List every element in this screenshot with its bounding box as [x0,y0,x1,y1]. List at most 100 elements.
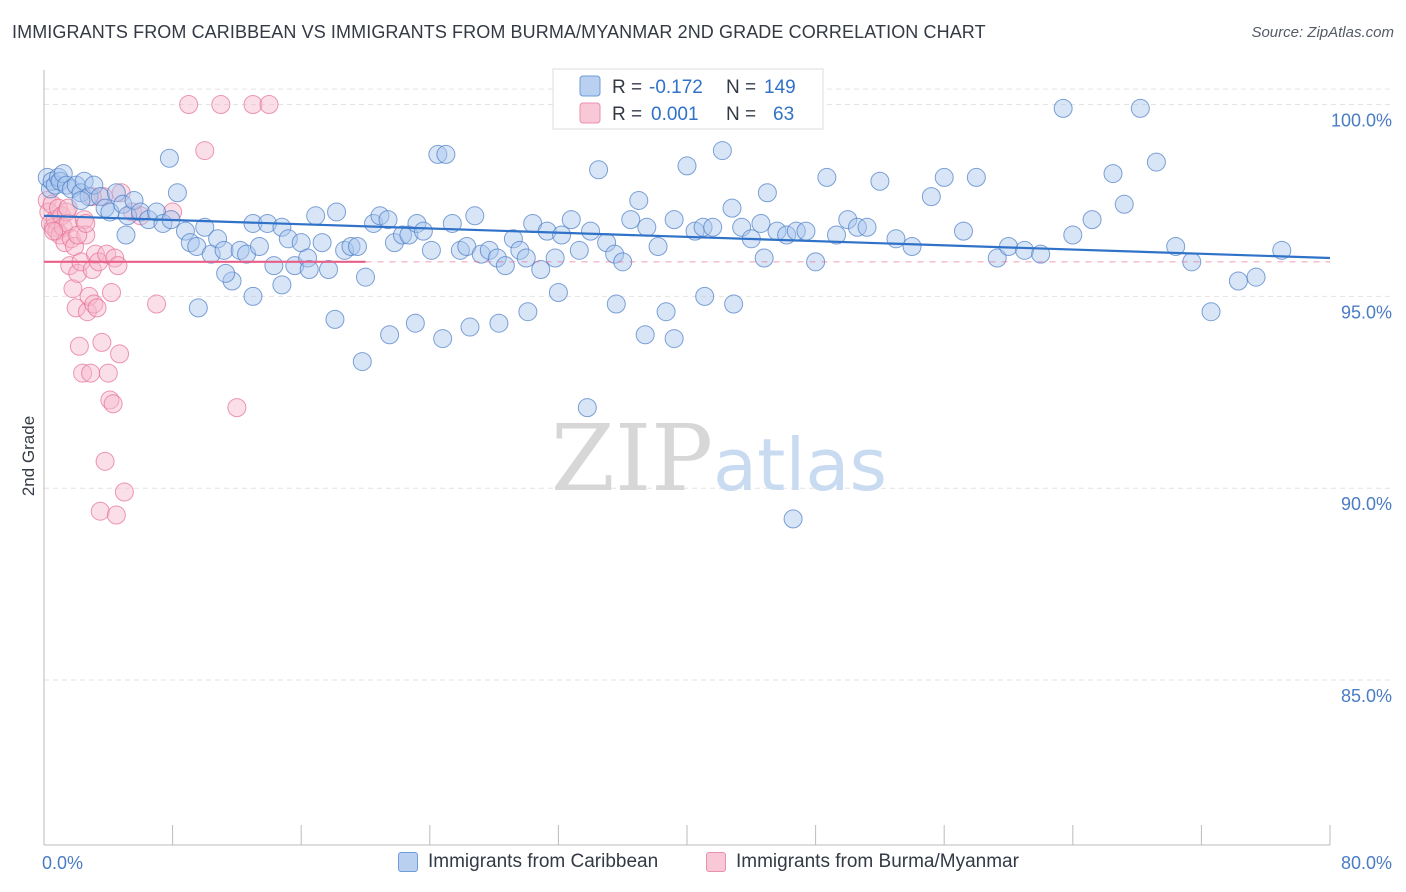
caribbean-point-49 [327,202,347,222]
caribbean-point-140 [159,148,179,168]
legend-swatch-burma [579,102,601,124]
burma-point-27 [81,363,101,383]
legend-item-burma[interactable]: Immigrants from Burma/Myanmar [706,851,1019,873]
legend-n-value-burma: 63 [773,104,794,125]
caribbean-point-129 [1114,194,1134,214]
caribbean-point-79 [545,248,565,268]
caribbean-point-141 [188,298,208,318]
caribbean-point-64 [436,144,456,164]
legend-n-label-caribbean: N = [726,77,756,98]
burma-point-34 [92,332,112,352]
caribbean-point-72 [495,256,515,276]
burma-point-20 [69,336,89,356]
burma-point-30 [85,244,105,264]
caribbean-point-96 [693,217,713,237]
caribbean-point-110 [826,225,846,245]
caribbean-point-142 [216,263,236,283]
caribbean-point-11 [74,171,94,191]
caribbean-point-146 [325,309,345,329]
caribbean-point-150 [433,329,453,349]
caribbean-point-125 [1053,98,1073,118]
burma-point-45 [110,344,130,364]
watermark-atlas: atlas [713,423,887,507]
burma-point-58 [227,398,247,418]
legend-swatch-caribbean [579,75,601,97]
caribbean-point-38 [249,236,269,256]
legend-item-caribbean[interactable]: Immigrants from Caribbean [398,851,658,873]
caribbean-point-156 [606,294,626,314]
caribbean-point-114 [870,171,890,191]
caribbean-point-48 [319,260,339,280]
caribbean-point-81 [561,210,581,230]
burma-point-29 [84,294,104,314]
caribbean-point-14 [90,187,110,207]
caribbean-point-62 [421,240,441,260]
series-legend: Immigrants from Caribbean Immigrants fro… [0,851,1406,879]
source-credit: Source: ZipAtlas.com [1251,24,1394,41]
caribbean-point-40 [264,256,284,276]
caribbean-point-99 [722,198,742,218]
caribbean-point-13 [84,175,104,195]
series-caribbean-points [37,98,1292,529]
stats-legend: R = -0.172 N = 149 R = 0.001 N = 63 [552,68,824,130]
caribbean-point-92 [656,302,676,322]
caribbean-point-47 [312,233,332,253]
caribbean-point-158 [664,329,684,349]
watermark-zip: ZIP [551,405,713,512]
burma-point-38 [98,363,118,383]
caribbean-point-137 [1272,240,1292,260]
caribbean-point-93 [664,210,684,230]
burma-point-28 [82,260,102,280]
caribbean-point-53 [356,267,375,287]
caribbean-point-88 [621,210,641,230]
caribbean-point-113 [857,217,877,237]
caribbean-point-42 [278,229,298,249]
caribbean-point-30 [195,217,215,237]
caribbean-point-139 [116,225,136,245]
caribbean-point-26 [167,183,187,203]
caribbean-point-162 [783,509,803,529]
burma-point-47 [68,225,88,245]
caribbean-point-118 [934,167,954,187]
burma-point-60 [259,95,279,115]
trend-lines [43,214,1331,263]
caribbean-point-161 [754,248,774,268]
chart-title: IMMIGRANTS FROM CARIBBEAN VS IMMIGRANTS … [12,22,986,42]
y-tick-label-85: 85.0% [1341,686,1392,706]
burma-point-39 [100,390,120,410]
trend-line-caribbean [43,214,1331,260]
caribbean-point-115 [886,229,906,249]
axes [43,70,1331,846]
caribbean-point-148 [380,325,400,345]
burma-point-19 [68,263,88,283]
caribbean-point-102 [751,213,771,233]
caribbean-point-134 [1201,302,1221,322]
caribbean-point-77 [531,260,551,280]
caribbean-point-97 [703,217,723,237]
caribbean-point-123 [1015,240,1035,260]
legend-label-burma: Immigrants from Burma/Myanmar [736,851,1019,872]
burma-point-53 [147,294,167,314]
caribbean-point-90 [637,217,657,237]
legend-n-value-caribbean: 149 [764,77,796,98]
caribbean-point-33 [214,240,234,260]
caribbean-point-82 [569,240,589,260]
caribbean-point-117 [921,187,941,207]
x-tick-label-0: 0.0% [42,853,83,873]
zipatlas-watermark: ZIP atlas [551,405,887,512]
caribbean-point-126 [1063,225,1083,245]
caribbean-point-135 [1228,271,1248,291]
caribbean-point-17 [106,183,126,203]
caribbean-point-144 [272,275,292,295]
legend-r-label-burma: R = [612,104,642,125]
x-tick-labels: 0.0% 80.0% [42,853,1392,873]
caribbean-point-136 [1246,267,1266,287]
caribbean-point-51 [341,236,361,256]
burma-point-44 [108,256,128,276]
caribbean-point-153 [518,302,538,322]
y-tick-label-100: 100.0% [1331,111,1392,131]
caribbean-point-147 [352,352,372,372]
burma-point-43 [106,505,126,525]
caribbean-point-155 [577,398,597,418]
